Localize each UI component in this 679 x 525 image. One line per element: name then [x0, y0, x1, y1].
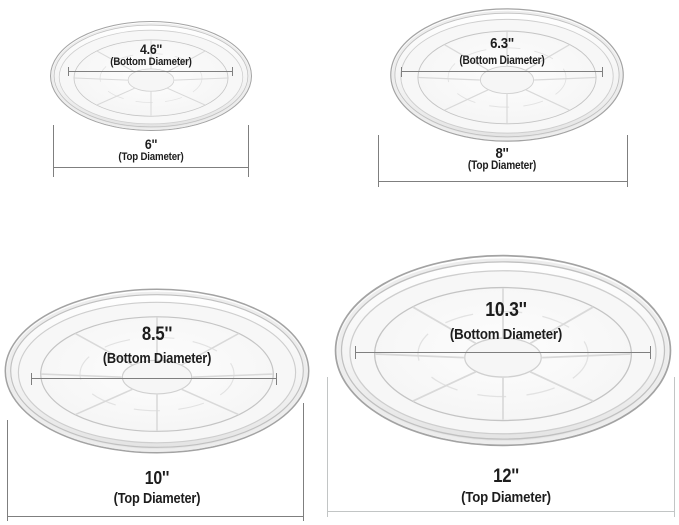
top-diameter-label: (Top Diameter): [113, 491, 201, 507]
saucer-panel-12-inch: 10.3'' (Bottom Diameter) 12'' (Top Diame…: [325, 253, 679, 525]
saucer-10-inch-image: [3, 287, 311, 455]
bottom-diameter-line: [401, 67, 603, 77]
bottom-diameter-value: 10.3'': [485, 299, 527, 321]
dimension-tick: [31, 373, 32, 385]
bottom-diameter-value: 6.3'': [490, 35, 514, 52]
dimension-tick: [401, 67, 402, 77]
dimension-tick: [602, 67, 603, 77]
bottom-diameter-line: [68, 67, 233, 76]
top-diameter-line: [53, 167, 249, 168]
top-diameter-value: 8'': [495, 145, 509, 162]
extension-line-right: [674, 377, 675, 517]
extension-line-left: [53, 125, 54, 177]
top-diameter-line: [327, 511, 675, 512]
top-diameter-line: [378, 181, 628, 182]
bottom-diameter-label: (Bottom Diameter): [449, 326, 563, 343]
saucer-12-inch-image: [333, 253, 673, 448]
bottom-diameter-label: (Bottom Diameter): [459, 55, 545, 67]
saucer-shape: [3, 287, 311, 455]
saucer-panel-10-inch: 8.5'' (Bottom Diameter) 10'' (Top Diamet…: [0, 260, 330, 525]
top-diameter-label: (Top Diameter): [118, 151, 184, 163]
top-diameter-label: (Top Diameter): [467, 160, 537, 172]
dimension-tick: [232, 67, 233, 76]
dimension-tick: [355, 346, 356, 359]
top-diameter-label: (Top Diameter): [461, 489, 551, 506]
extension-line-right: [248, 125, 249, 177]
extension-line-left: [378, 135, 379, 187]
dimension-tick: [68, 67, 69, 76]
dimension-tick: [276, 373, 277, 385]
saucer-8-inch-image: [389, 7, 625, 143]
saucer-6-inch-image: [49, 20, 253, 132]
extension-line-left: [7, 420, 8, 521]
extension-line-right: [303, 403, 304, 521]
bottom-diameter-line: [31, 373, 277, 385]
saucer-panel-6-inch: 4.6'' (Bottom Diameter) 6'' (Top Diamete…: [0, 0, 302, 200]
bottom-diameter-value: 8.5'': [141, 324, 173, 345]
extension-line-left: [327, 377, 328, 517]
saucer-shape: [389, 7, 625, 143]
saucer-shape: [333, 253, 673, 448]
top-diameter-value: 12'': [493, 466, 519, 487]
bottom-diameter-label: (Bottom Diameter): [110, 56, 192, 68]
extension-line-right: [627, 135, 628, 187]
saucer-panel-8-inch: 6.3'' (Bottom Diameter) 8'' (Top Diamete…: [340, 0, 679, 200]
dimension-tick: [650, 346, 651, 359]
top-diameter-line: [7, 516, 304, 517]
top-diameter-value: 6'': [144, 136, 158, 152]
saucer-shape: [49, 20, 253, 132]
top-diameter-value: 10'': [144, 468, 170, 488]
bottom-diameter-label: (Bottom Diameter): [102, 351, 212, 367]
bottom-diameter-line: [355, 346, 651, 359]
bottom-diameter-value: 4.6'': [139, 41, 163, 57]
